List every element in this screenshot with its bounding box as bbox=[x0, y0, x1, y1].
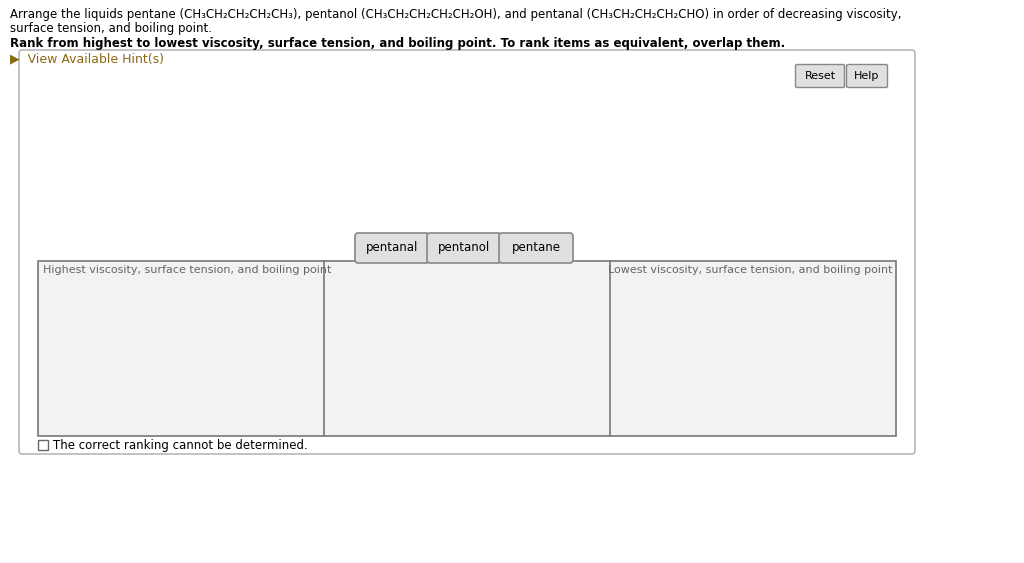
Text: pentanal: pentanal bbox=[366, 242, 418, 254]
Text: Lowest viscosity, surface tension, and boiling point: Lowest viscosity, surface tension, and b… bbox=[607, 265, 892, 275]
Bar bbox=[38, 440, 48, 450]
Text: Highest viscosity, surface tension, and boiling point: Highest viscosity, surface tension, and … bbox=[43, 265, 332, 275]
Bar bbox=[38, 261, 896, 436]
Text: Rank from highest to lowest viscosity, surface tension, and boiling point. To ra: Rank from highest to lowest viscosity, s… bbox=[10, 37, 785, 50]
Text: ▶  View Available Hint(s): ▶ View Available Hint(s) bbox=[10, 52, 164, 65]
FancyBboxPatch shape bbox=[355, 233, 429, 263]
Text: The correct ranking cannot be determined.: The correct ranking cannot be determined… bbox=[53, 439, 308, 452]
Text: pentane: pentane bbox=[512, 242, 560, 254]
Text: Reset: Reset bbox=[805, 71, 836, 81]
Text: Help: Help bbox=[854, 71, 880, 81]
Text: surface tension, and boiling point.: surface tension, and boiling point. bbox=[10, 22, 212, 35]
FancyBboxPatch shape bbox=[427, 233, 501, 263]
FancyBboxPatch shape bbox=[19, 50, 915, 454]
Text: pentanol: pentanol bbox=[438, 242, 490, 254]
FancyBboxPatch shape bbox=[847, 65, 888, 87]
FancyBboxPatch shape bbox=[499, 233, 573, 263]
FancyBboxPatch shape bbox=[796, 65, 845, 87]
Text: Arrange the liquids pentane (CH₃CH₂CH₂CH₂CH₃), pentanol (CH₃CH₂CH₂CH₂CH₂OH), and: Arrange the liquids pentane (CH₃CH₂CH₂CH… bbox=[10, 8, 901, 21]
